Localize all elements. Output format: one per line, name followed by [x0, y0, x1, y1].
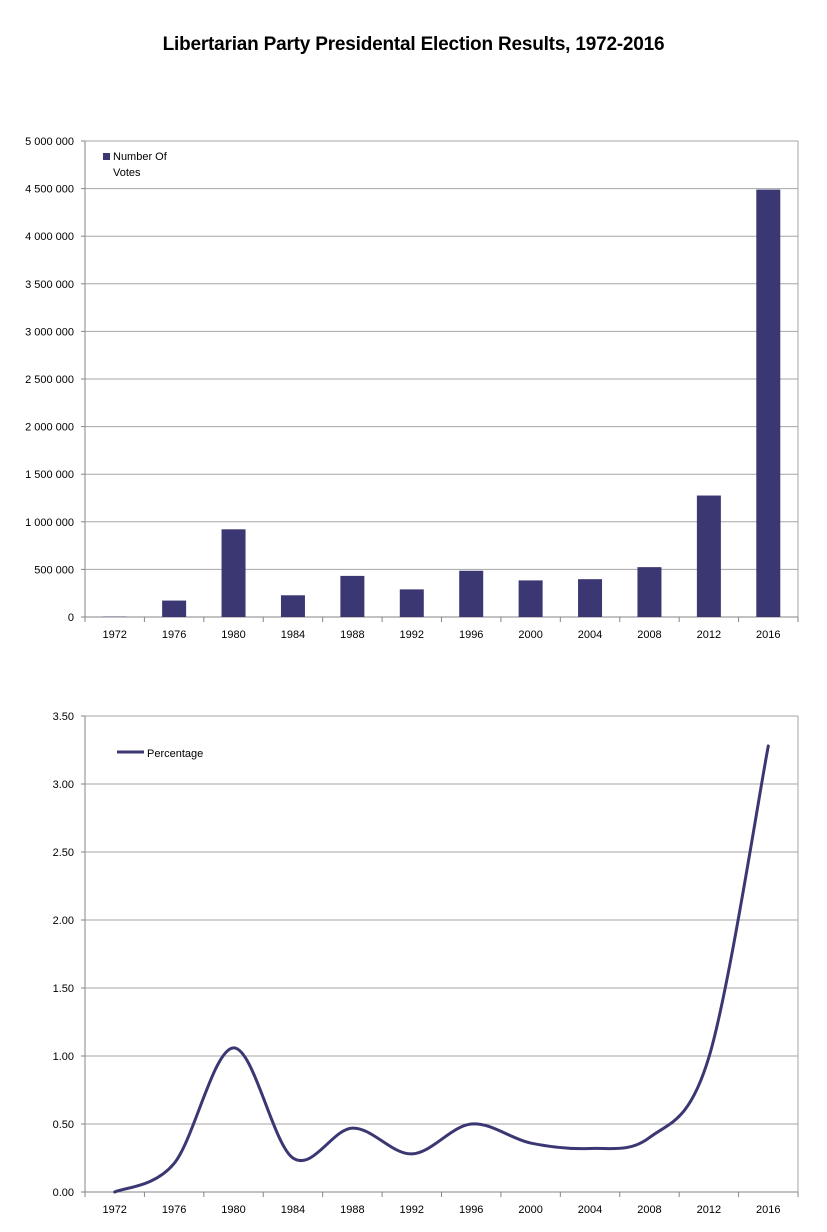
bar	[280, 595, 305, 617]
bar	[756, 189, 781, 617]
y-tick-label: 500 000	[34, 564, 74, 576]
y-tick-label: 3 000 000	[25, 326, 74, 338]
y-tick-label: 2.50	[53, 847, 74, 859]
x-tick-label: 2016	[756, 629, 780, 641]
x-tick-label: 2004	[578, 629, 602, 641]
y-tick-label: 4 000 000	[25, 231, 74, 243]
y-tick-label: 0	[68, 612, 74, 624]
x-tick-label: 1980	[221, 629, 245, 641]
x-tick-label: 2004	[578, 1204, 602, 1216]
percentage-line	[113, 744, 770, 1194]
legend-swatch	[103, 153, 110, 160]
legend-label: Votes	[113, 167, 141, 179]
y-tick-label: 3.50	[53, 711, 74, 723]
x-tick-label: 1996	[459, 629, 483, 641]
y-tick-label: 1.00	[53, 1051, 74, 1063]
bar	[637, 567, 662, 617]
legend-label: Number Of	[113, 151, 168, 163]
y-tick-label: 5 000 000	[25, 136, 74, 148]
x-tick-label: 1976	[162, 1204, 186, 1216]
y-tick-label: 2.00	[53, 915, 74, 927]
bar	[221, 529, 246, 617]
x-tick-label: 2016	[756, 1204, 780, 1216]
x-tick-label: 1984	[281, 629, 305, 641]
x-tick-label: 2008	[637, 629, 661, 641]
y-tick-label: 2 000 000	[25, 422, 74, 434]
y-tick-label: 2 500 000	[25, 374, 74, 386]
x-tick-label: 1988	[340, 629, 364, 641]
y-tick-label: 3 500 000	[25, 279, 74, 291]
x-tick-label: 1972	[102, 1204, 126, 1216]
y-tick-label: 4 500 000	[25, 184, 74, 196]
y-tick-label: 0.00	[53, 1187, 74, 1199]
y-tick-label: 1.50	[53, 983, 74, 995]
x-tick-label: 1992	[400, 1204, 424, 1216]
bar	[518, 580, 543, 617]
y-tick-label: 0.50	[53, 1119, 74, 1131]
bar	[578, 579, 603, 617]
y-tick-label: 1 000 000	[25, 517, 74, 529]
x-tick-label: 2012	[697, 1204, 721, 1216]
bar	[459, 570, 484, 617]
x-tick-label: 1984	[281, 1204, 305, 1216]
bar	[340, 575, 365, 617]
x-tick-label: 2000	[518, 629, 542, 641]
y-tick-label: 1 500 000	[25, 469, 74, 481]
x-tick-label: 1992	[400, 629, 424, 641]
x-tick-label: 2012	[697, 629, 721, 641]
legend-label: Percentage	[147, 748, 203, 760]
x-tick-label: 1988	[340, 1204, 364, 1216]
x-tick-label: 1972	[102, 629, 126, 641]
y-tick-label: 3.00	[53, 779, 74, 791]
x-tick-label: 1996	[459, 1204, 483, 1216]
x-tick-label: 2008	[637, 1204, 661, 1216]
chart-title: Libertarian Party Presidental Election R…	[162, 34, 665, 55]
x-tick-label: 2000	[518, 1204, 542, 1216]
x-tick-label: 1976	[162, 629, 186, 641]
x-tick-label: 1980	[221, 1204, 245, 1216]
bar	[162, 600, 187, 617]
bar	[696, 495, 721, 617]
votes-bar-chart: 0 500 000 1 000 000 1 500 000 2 000 000 2 500…	[25, 136, 799, 641]
bar	[399, 589, 424, 617]
